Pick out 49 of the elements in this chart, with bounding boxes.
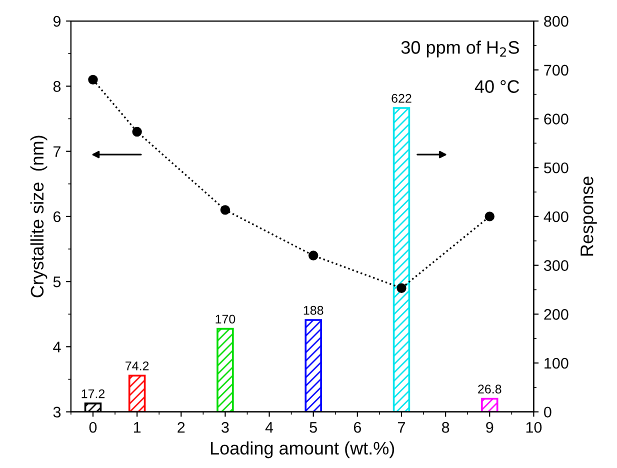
y2-tick-label: 300	[544, 260, 568, 271]
annotation: 40 °C	[474, 80, 520, 93]
x-tick-label: 3	[222, 422, 229, 433]
bar	[128, 374, 146, 412]
y-axis-title: Crystallite size (nm)	[30, 136, 48, 298]
x-tick-label: 2	[178, 422, 185, 433]
data-label: 188	[304, 306, 324, 315]
data-label: 622	[392, 94, 412, 103]
y-tick-label: 4	[53, 342, 61, 352]
y-tick-label: 9	[53, 16, 61, 27]
bar	[304, 319, 322, 412]
point	[132, 126, 142, 137]
point	[220, 205, 230, 215]
y-tick-label: 6	[54, 211, 61, 222]
y2-tick-label: 200	[544, 309, 568, 320]
y2-tick-label: 100	[544, 358, 568, 369]
point	[396, 283, 406, 293]
x-tick-label: 8	[442, 422, 450, 433]
point	[308, 250, 318, 260]
x-tick-label: 0	[89, 422, 97, 433]
data-label: 74.2	[126, 361, 149, 370]
y2-tick-label: 400	[544, 211, 568, 222]
x-tick-label: 6	[354, 422, 361, 433]
point	[88, 74, 98, 85]
point	[484, 212, 494, 222]
data-label: 170	[216, 314, 236, 324]
x-tick-label: 5	[310, 422, 317, 433]
y2-axis-title: Response	[580, 176, 597, 256]
bar	[392, 107, 410, 412]
data-label: 17.2	[82, 389, 105, 398]
x-axis-title: Loading amount (wt.%)	[210, 441, 394, 458]
annotation: 30 ppm of H$_{2}$S	[401, 40, 519, 58]
y2-tick-label: 500	[544, 162, 568, 174]
y-tick-label: 7	[54, 146, 60, 157]
bar	[216, 328, 234, 412]
y2-tick-label: 0	[544, 406, 552, 418]
data-label: 26.8	[478, 384, 502, 394]
bar	[481, 398, 498, 412]
x-tick-label: 1	[134, 422, 141, 433]
y2-tick-label: 700	[544, 64, 568, 76]
y2-tick-label: 800	[544, 16, 568, 27]
y-tick-label: 3	[53, 406, 61, 418]
x-tick-label: 9	[486, 422, 494, 433]
x-tick-label: 10	[526, 422, 542, 433]
y-tick-label: 5	[53, 276, 61, 288]
y2-tick-label: 600	[544, 114, 568, 124]
y-tick-label: 8	[53, 81, 61, 92]
x-tick-label: 4	[265, 422, 274, 433]
x-tick-label: 7	[398, 422, 405, 433]
